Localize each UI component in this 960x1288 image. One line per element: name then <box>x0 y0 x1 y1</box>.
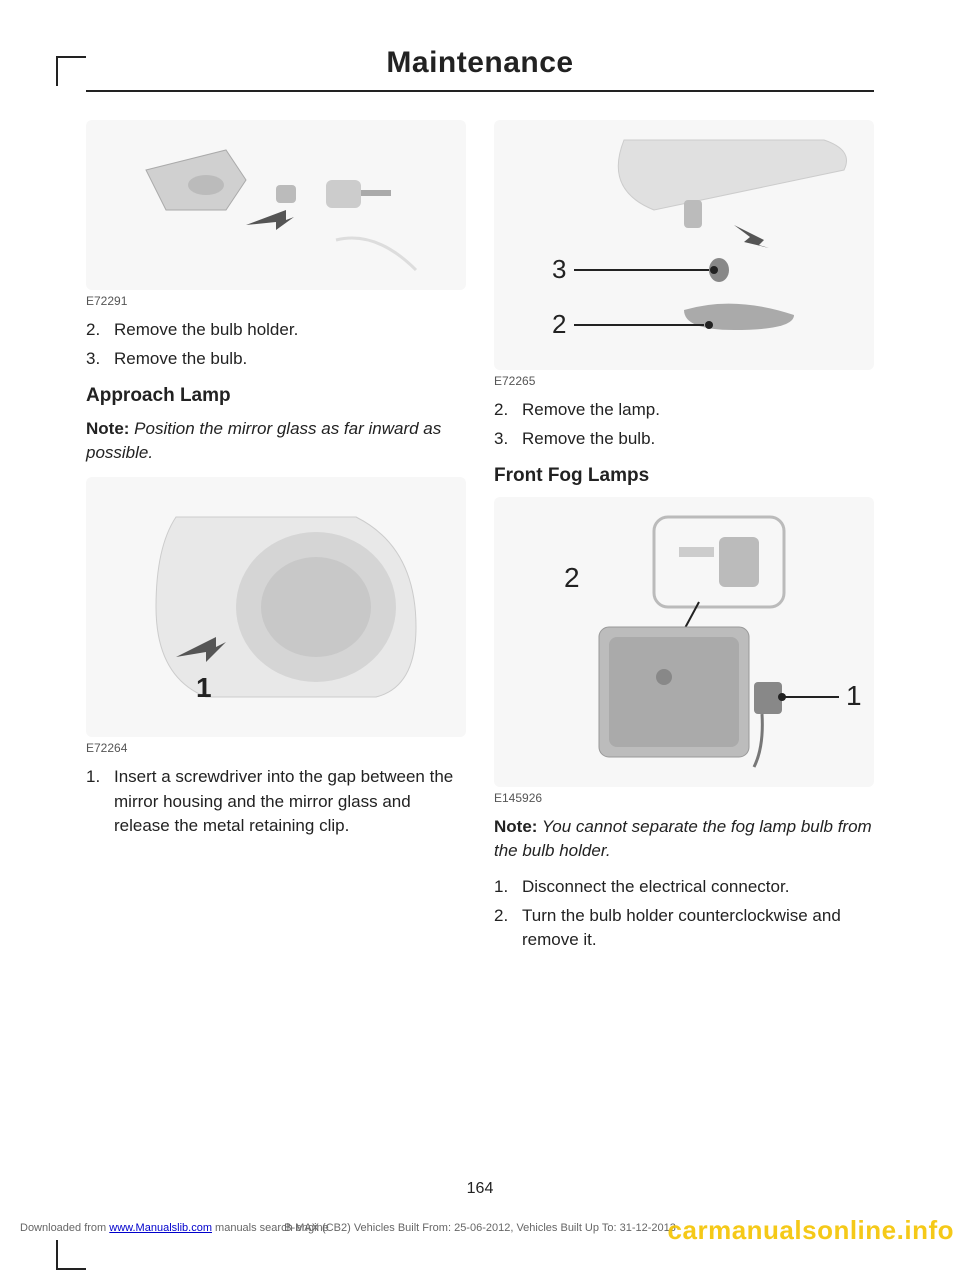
note-text: You cannot separate the fog lamp bulb fr… <box>494 817 872 860</box>
watermark: carmanualsonline.info <box>668 1215 954 1246</box>
page-number: 164 <box>0 1180 960 1198</box>
step-text: Remove the bulb. <box>522 427 655 452</box>
svg-text:3: 3 <box>552 254 566 284</box>
step-text: Remove the lamp. <box>522 398 660 423</box>
figure-mirror-housing: 1 <box>86 477 466 737</box>
step-number: 2. <box>494 398 522 423</box>
step-item: 2.Remove the lamp. <box>494 398 874 423</box>
footer-dl-prefix: Downloaded from <box>20 1222 109 1234</box>
figure-id: E72265 <box>494 374 874 388</box>
note-paragraph: Note: Position the mirror glass as far i… <box>86 417 466 465</box>
step-text: Remove the bulb holder. <box>114 318 298 343</box>
content-columns: E72291 2.Remove the bulb holder. 3.Remov… <box>86 120 874 967</box>
figure-bulb-holder <box>86 120 466 290</box>
step-text: Remove the bulb. <box>114 347 247 372</box>
svg-text:2: 2 <box>552 309 566 339</box>
crop-mark-top-left <box>56 56 86 86</box>
footer-dl-suffix: manuals search engine <box>212 1222 329 1234</box>
figure-id: E72291 <box>86 294 466 308</box>
steps-list: 2.Remove the lamp. 3.Remove the bulb. <box>494 398 874 451</box>
step-item: 3.Remove the bulb. <box>86 347 466 372</box>
step-number: 2. <box>494 904 522 953</box>
steps-list: 1.Disconnect the electrical connector. 2… <box>494 875 874 953</box>
step-number: 1. <box>86 765 114 839</box>
steps-list: 2.Remove the bulb holder. 3.Remove the b… <box>86 318 466 371</box>
step-item: 1.Disconnect the electrical connector. <box>494 875 874 900</box>
step-text: Disconnect the electrical connector. <box>522 875 789 900</box>
note-label: Note: <box>494 817 537 836</box>
step-item: 2.Turn the bulb holder counterclockwise … <box>494 904 874 953</box>
figure-lamp-removal: 3 2 <box>494 120 874 370</box>
left-column: E72291 2.Remove the bulb holder. 3.Remov… <box>86 120 466 967</box>
step-number: 3. <box>494 427 522 452</box>
subheading-front-fog-lamps: Front Fog Lamps <box>494 465 874 487</box>
step-text: Turn the bulb holder counterclockwise an… <box>522 904 874 953</box>
step-number: 1. <box>494 875 522 900</box>
steps-list: 1.Insert a screwdriver into the gap betw… <box>86 765 466 839</box>
subheading-approach-lamp: Approach Lamp <box>86 385 466 407</box>
step-number: 2. <box>86 318 114 343</box>
step-item: 3.Remove the bulb. <box>494 427 874 452</box>
page-title: Maintenance <box>86 46 874 92</box>
svg-text:2: 2 <box>564 562 580 593</box>
step-number: 3. <box>86 347 114 372</box>
note-text: Position the mirror glass as far inward … <box>86 419 441 462</box>
figure-fog-lamp: 2 1 <box>494 497 874 787</box>
step-item: 2.Remove the bulb holder. <box>86 318 466 343</box>
crop-mark-bottom-left <box>56 1240 86 1270</box>
footer-download-source: Downloaded from www.Manualslib.com manua… <box>20 1222 329 1234</box>
right-column: 3 2 E72265 2.Remove the lamp. 3.Remove t… <box>494 120 874 967</box>
footer-dl-link[interactable]: www.Manualslib.com <box>109 1222 212 1234</box>
note-label: Note: <box>86 419 129 438</box>
svg-text:1: 1 <box>196 672 212 703</box>
svg-text:1: 1 <box>846 680 862 711</box>
step-item: 1.Insert a screwdriver into the gap betw… <box>86 765 466 839</box>
note-paragraph: Note: You cannot separate the fog lamp b… <box>494 815 874 863</box>
figure-id: E145926 <box>494 791 874 805</box>
step-text: Insert a screwdriver into the gap betwee… <box>114 765 466 839</box>
figure-id: E72264 <box>86 741 466 755</box>
